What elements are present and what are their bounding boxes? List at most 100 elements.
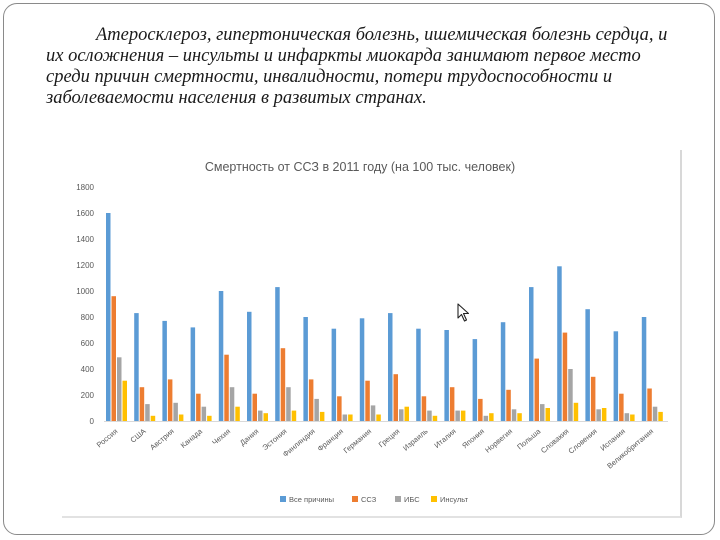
bar: США – Все причины: 830: [134, 313, 139, 421]
bar: Австрия – ССЗ: 320: [167, 379, 173, 421]
bar: Франция – Инсульт: 50: [348, 414, 353, 421]
bar: Италия – ССЗ: 260: [449, 387, 455, 421]
bar: Канада – ССЗ: 210: [196, 393, 201, 421]
legend-label: Инсульт: [440, 495, 469, 504]
bar: Италия – Инсульт: 80: [460, 410, 466, 421]
legend-label: ИБС: [404, 495, 420, 504]
bar: Финляндия – Инсульт: 70: [319, 411, 325, 421]
bar: Чехия – Все причины: 1000: [218, 291, 224, 421]
legend-label: ССЗ: [361, 495, 377, 504]
bar: Израиль – Все причины: 710: [416, 328, 421, 421]
bar: Польша – ИБС: 130: [540, 404, 545, 421]
bar: Австрия – Инсульт: 50: [178, 414, 184, 421]
bar: Франция – ССЗ: 190: [337, 396, 342, 421]
bar: Дания – ИБС: 80: [258, 410, 263, 421]
legend-label: Все причины: [289, 495, 334, 504]
x-tick-label: США: [129, 427, 148, 445]
bar: Россия – Все причины: 1600: [106, 213, 111, 421]
x-tick-label: Словения: [567, 427, 599, 456]
bar: Эстония – ИБС: 260: [286, 387, 291, 421]
bar: Словакия – ИБС: 400: [568, 369, 573, 421]
y-axis: 0 200 400 600 800 1000 1200 1400 1600 1800: [76, 183, 94, 426]
x-tick-label: Дания: [238, 427, 260, 448]
bar: Израиль – ССЗ: 190: [421, 396, 427, 421]
bar: Словения – Инсульт: 100: [601, 408, 607, 421]
bar: Финляндия – Все причины: 800: [303, 317, 308, 421]
bar: Канада – ИБС: 110: [201, 406, 207, 421]
bar: США – ИБС: 130: [145, 404, 150, 421]
bar: Япония – ССЗ: 170: [478, 398, 483, 421]
bar: Израиль – ИБС: 80: [427, 410, 432, 421]
bar: Великобритания – ИБС: 110: [652, 406, 658, 421]
x-axis: Россия США Австрия Канада Чехия Дания ЭстонияФ…: [95, 421, 668, 471]
bar: Словакия – ССЗ: 680: [562, 332, 568, 421]
bar: Финляндия – ССЗ: 320: [308, 379, 314, 421]
bar: Япония – Все причины: 630: [472, 339, 478, 421]
x-tick-label: Франция: [316, 427, 345, 454]
chart-title: Смертность от ССЗ в 2011 году (на 100 ты…: [204, 160, 516, 174]
bar: Израиль – Инсульт: 40: [432, 415, 438, 421]
mouse-cursor-icon: [457, 303, 470, 322]
x-tick-label: Чехия: [210, 427, 232, 447]
bar: Финляндия – ИБС: 170: [314, 398, 319, 421]
x-tick-label: Япония: [460, 427, 486, 451]
y-tick-label: 0: [90, 417, 95, 426]
bar: США – Инсульт: 40: [150, 415, 156, 421]
bar: Норвегия – Инсульт: 60: [517, 413, 522, 421]
x-tick-label: Словакия: [539, 427, 571, 456]
bar: Россия – ССЗ: 960: [111, 296, 116, 421]
bar: Норвегия – ССЗ: 240: [506, 389, 511, 421]
legend-swatch: [395, 496, 401, 502]
bar: Греция – ИБС: 90: [399, 409, 404, 421]
bar: Великобритания – ССЗ: 250: [647, 388, 652, 421]
bar: Испания – Все причины: 690: [613, 331, 619, 421]
bar: Чехия – ИБС: 260: [229, 387, 235, 421]
x-tick-label: Германия: [342, 427, 374, 456]
y-tick-label: 600: [81, 339, 95, 348]
bar: Эстония – ССЗ: 560: [280, 348, 286, 421]
bar: Россия – ИБС: 490: [117, 357, 122, 421]
legend: Все причины ССЗ ИБС Инсульт: [280, 495, 469, 504]
x-tick-label: Австрия: [148, 427, 176, 452]
slide-paragraph: Атеросклероз, гипертоническая болезнь, и…: [46, 25, 668, 108]
bar: Словакия – Инсульт: 140: [573, 402, 579, 421]
bar: Франция – Все причины: 710: [331, 328, 337, 421]
bar: Канада – Инсульт: 40: [207, 415, 212, 421]
x-tick-label: Израиль: [401, 427, 430, 453]
x-tick-label: Россия: [95, 427, 120, 450]
bar: Словакия – Все причины: 1190: [557, 266, 562, 421]
bar: Великобритания – Инсульт: 70: [658, 411, 663, 421]
bar: Германия – ССЗ: 310: [365, 380, 370, 421]
bar: Греция – ССЗ: 360: [393, 374, 398, 421]
bar: Норвегия – Все причины: 760: [500, 322, 506, 421]
bar: Канада – Все причины: 720: [190, 327, 196, 421]
bar: Россия – Инсульт: 310: [122, 380, 127, 421]
legend-swatch: [431, 496, 437, 502]
bar: Испания – ИБС: 60: [624, 413, 630, 421]
bar: Польша – Все причины: 1030: [529, 287, 534, 421]
bar: Греция – Все причины: 830: [388, 313, 393, 421]
bar: Германия – Инсульт: 50: [376, 414, 381, 421]
bar: Япония – ИБС: 40: [483, 415, 489, 421]
bar: Дания – Инсульт: 60: [263, 413, 268, 421]
bar: Чехия – Инсульт: 110: [235, 406, 240, 421]
bar: Греция – Инсульт: 110: [404, 406, 409, 421]
bar: Германия – ИБС: 120: [370, 405, 376, 421]
bar: Италия – Все причины: 700: [444, 330, 449, 421]
y-tick-label: 200: [81, 391, 95, 400]
y-tick-label: 400: [81, 365, 95, 374]
bars: Россия – Все причины: 1600Россия – ССЗ: …: [106, 213, 663, 421]
bar: Германия – Все причины: 790: [359, 318, 365, 421]
y-tick-label: 800: [81, 313, 95, 322]
bar: Испания – Инсульт: 50: [630, 414, 635, 421]
bar: Австрия – Все причины: 770: [162, 320, 167, 421]
bar: Словения – Все причины: 860: [585, 309, 590, 421]
y-tick-label: 1200: [76, 261, 94, 270]
y-tick-label: 1000: [76, 287, 94, 296]
bar: Эстония – Инсульт: 80: [291, 410, 297, 421]
bar: Италия – ИБС: 80: [455, 410, 460, 421]
legend-swatch: [352, 496, 358, 502]
y-tick-label: 1600: [76, 209, 94, 218]
bar: Чехия – ССЗ: 510: [224, 354, 229, 421]
